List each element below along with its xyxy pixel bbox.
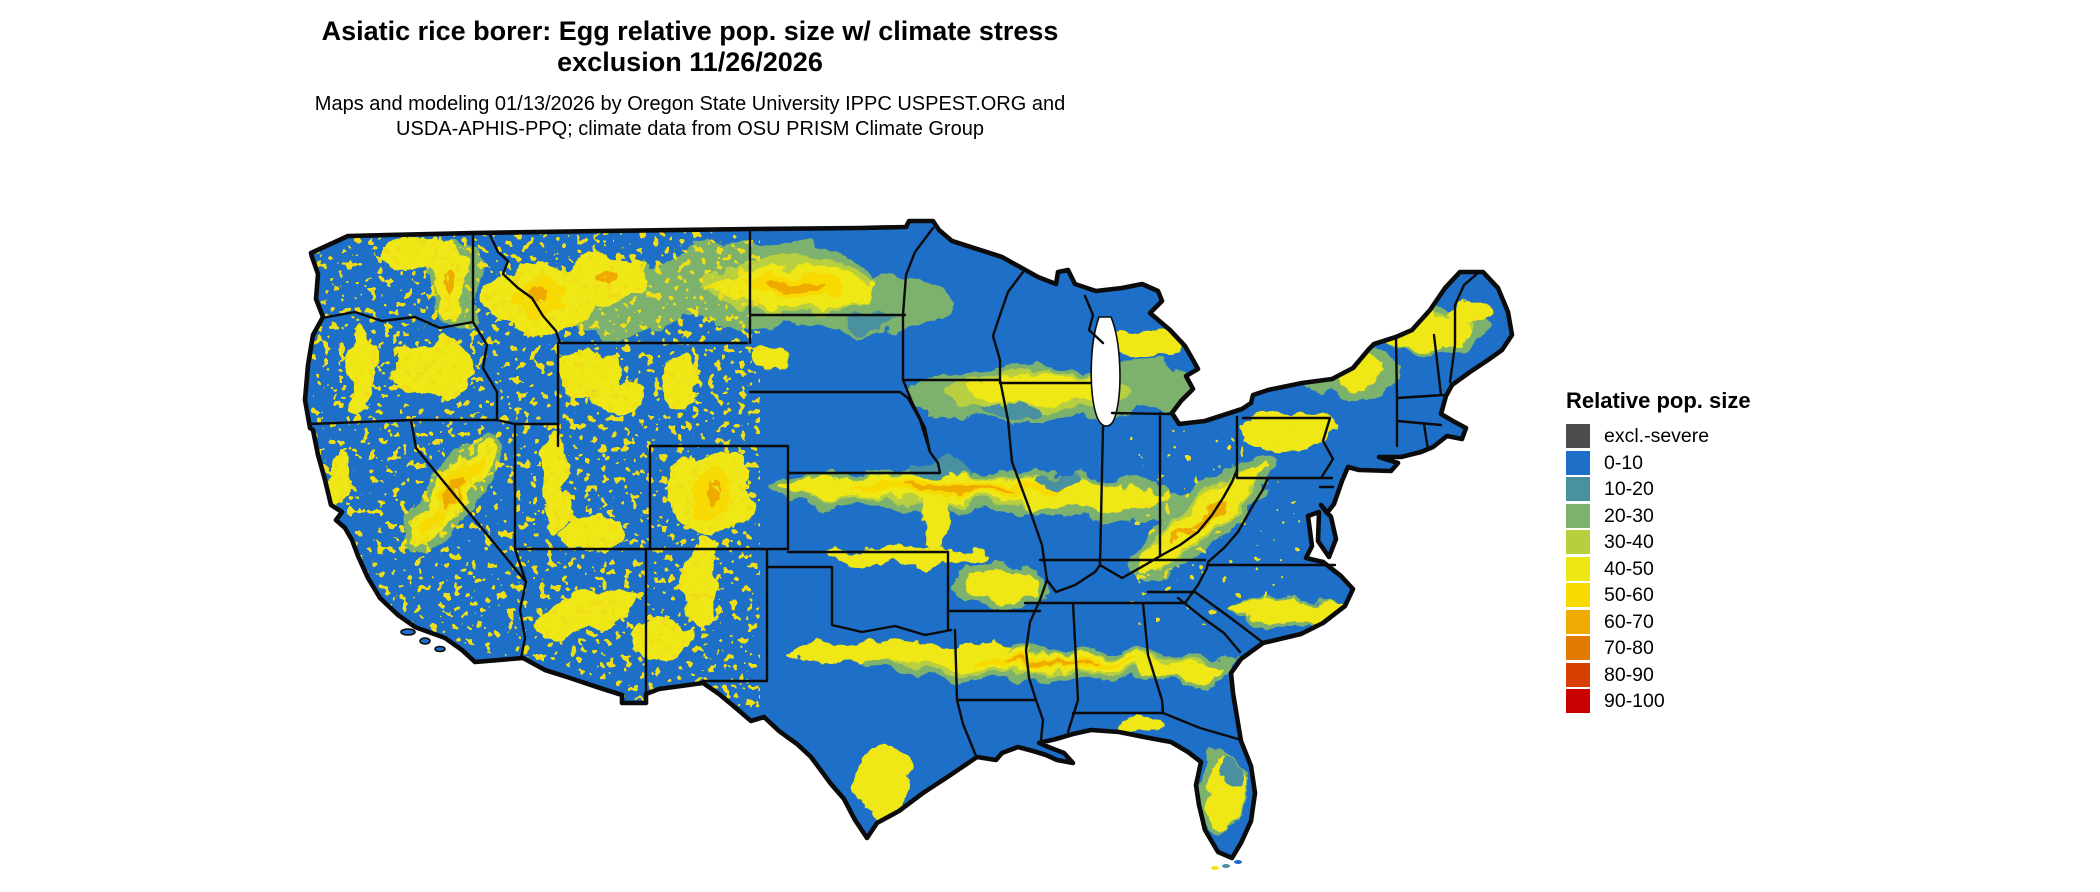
legend-title: Relative pop. size xyxy=(1566,388,1751,413)
title-line-2: exclusion 11/26/2026 xyxy=(557,47,823,77)
legend-swatch xyxy=(1566,424,1590,449)
legend-swatch xyxy=(1566,689,1590,714)
legend-item: 20-30 xyxy=(1566,503,1866,530)
legend-label: 30-40 xyxy=(1604,531,1654,554)
title-line-1: Asiatic rice borer: Egg relative pop. si… xyxy=(321,16,1059,46)
legend-swatch xyxy=(1566,636,1590,661)
island-dots xyxy=(400,628,1242,870)
map-raster-layer xyxy=(305,221,1512,858)
legend: Relative pop. size excl.-severe 0-10 10-20… xyxy=(1566,388,1866,715)
legend-item: 80-90 xyxy=(1566,662,1866,689)
legend-item: excl.-severe xyxy=(1566,423,1866,450)
legend-item: 60-70 xyxy=(1566,609,1866,636)
legend-item: 30-40 xyxy=(1566,529,1866,556)
legend-item: 10-20 xyxy=(1566,476,1866,503)
legend-label: excl.-severe xyxy=(1604,425,1710,448)
state-borders xyxy=(308,226,1480,758)
legend-swatch xyxy=(1566,609,1590,634)
subtitle-line-2: USDA-APHIS-PPQ; climate data from OSU PR… xyxy=(396,118,984,140)
legend-swatch xyxy=(1566,662,1590,687)
legend-item: 40-50 xyxy=(1566,556,1866,583)
legend-item: 70-80 xyxy=(1566,635,1866,662)
legend-item: 50-60 xyxy=(1566,582,1866,609)
legend-swatch xyxy=(1566,556,1590,581)
legend-items: excl.-severe 0-10 10-20 20-30 30-40 40-50 50-6… xyxy=(1566,423,1866,715)
page-title: Asiatic rice borer: Egg relative pop. si… xyxy=(0,16,1380,78)
legend-label: 70-80 xyxy=(1604,637,1654,660)
national-outline xyxy=(302,218,1515,861)
subtitle-line-1: Maps and modeling 01/13/2026 by Oregon S… xyxy=(314,93,1066,115)
legend-label: 10-20 xyxy=(1604,478,1654,501)
title-block: Asiatic rice borer: Egg relative pop. si… xyxy=(0,16,1380,142)
legend-item: 90-100 xyxy=(1566,688,1866,715)
legend-swatch xyxy=(1566,530,1590,555)
legend-label: 0-10 xyxy=(1604,451,1644,474)
legend-label: 60-70 xyxy=(1604,610,1654,633)
legend-label: 90-100 xyxy=(1604,690,1665,713)
legend-label: 80-90 xyxy=(1604,663,1654,686)
legend-item: 0-10 xyxy=(1566,450,1866,477)
legend-swatch xyxy=(1566,450,1590,475)
legend-label: 40-50 xyxy=(1604,557,1654,580)
page-subtitle: Maps and modeling 01/13/2026 by Oregon S… xyxy=(0,92,1380,142)
legend-swatch xyxy=(1566,503,1590,528)
legend-swatch xyxy=(1566,583,1590,608)
legend-swatch xyxy=(1566,477,1590,502)
legend-label: 20-30 xyxy=(1604,504,1654,527)
legend-label: 50-60 xyxy=(1604,584,1654,607)
lake-michigan xyxy=(1090,316,1121,427)
